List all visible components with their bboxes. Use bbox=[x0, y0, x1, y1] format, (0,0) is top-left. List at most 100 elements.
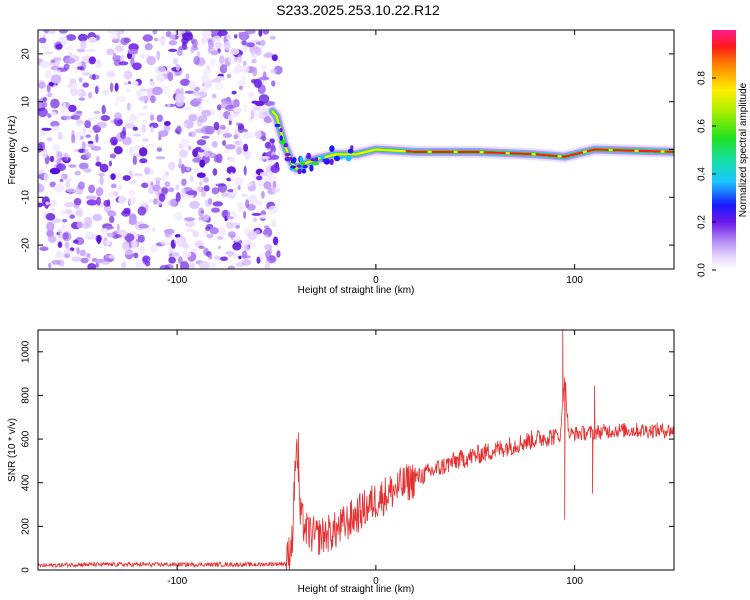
noise-blob bbox=[194, 240, 204, 248]
noise-blob bbox=[175, 192, 181, 202]
noise-blob bbox=[236, 122, 241, 126]
noise-blob bbox=[150, 114, 155, 121]
noise-blob bbox=[197, 149, 205, 153]
noise-blob bbox=[198, 261, 210, 269]
noise-blob bbox=[240, 65, 250, 74]
noise-blob bbox=[269, 138, 276, 143]
noise-blob bbox=[106, 232, 114, 237]
noise-blob bbox=[215, 183, 226, 187]
noise-blob bbox=[114, 112, 122, 121]
noise-blob bbox=[108, 190, 115, 198]
noise-blob bbox=[49, 155, 55, 163]
signal-blob bbox=[309, 164, 314, 172]
noise-blob bbox=[201, 135, 210, 139]
noise-blob bbox=[259, 172, 269, 177]
noise-blob bbox=[109, 136, 119, 145]
noise-blob bbox=[120, 130, 127, 140]
noise-blob bbox=[271, 54, 278, 62]
noise-blob bbox=[243, 244, 250, 252]
noise-blob bbox=[258, 214, 268, 219]
noise-blob bbox=[101, 228, 109, 234]
noise-blob bbox=[170, 32, 176, 42]
noise-blob bbox=[242, 46, 247, 52]
noise-blob bbox=[212, 201, 224, 207]
noise-blob bbox=[188, 131, 197, 138]
y-tick-label: 0 bbox=[21, 567, 32, 573]
noise-blob bbox=[68, 164, 77, 168]
noise-blob bbox=[192, 230, 200, 238]
noise-blob bbox=[138, 147, 148, 157]
noise-blob bbox=[200, 191, 207, 197]
noise-blob bbox=[276, 250, 281, 258]
noise-blob bbox=[230, 222, 241, 226]
noise-blob bbox=[86, 253, 91, 259]
noise-blob bbox=[159, 264, 170, 269]
noise-blob bbox=[118, 61, 129, 66]
noise-blob bbox=[181, 178, 187, 186]
y-tick-label: -20 bbox=[21, 237, 32, 252]
noise-blob bbox=[216, 30, 228, 36]
noise-blob bbox=[211, 93, 217, 99]
noise-blob bbox=[139, 158, 148, 164]
noise-blob bbox=[123, 250, 134, 256]
noise-blob bbox=[272, 236, 279, 246]
noise-blob bbox=[76, 221, 83, 229]
signal-blob bbox=[310, 158, 316, 162]
noise-blob bbox=[81, 223, 92, 229]
noise-blob bbox=[211, 187, 220, 195]
noise-blob bbox=[144, 43, 153, 51]
noise-blob bbox=[256, 175, 263, 181]
noise-blob bbox=[132, 126, 138, 131]
noise-blob bbox=[48, 262, 52, 269]
snr-panel: -100 0 100 0 200 400 600 800 1000 Height of str… bbox=[7, 329, 675, 595]
noise-blob bbox=[221, 209, 231, 219]
noise-blob bbox=[227, 231, 236, 238]
noise-blob bbox=[93, 115, 102, 120]
noise-blob bbox=[199, 159, 206, 168]
noise-blob bbox=[51, 125, 61, 132]
noise-blob bbox=[203, 185, 210, 192]
x-tick-label: -100 bbox=[167, 275, 187, 286]
noise-blob bbox=[114, 44, 124, 52]
noise-blob bbox=[64, 57, 76, 64]
noise-blob bbox=[62, 218, 68, 223]
noise-blob bbox=[80, 135, 84, 140]
noise-blob bbox=[65, 181, 71, 188]
noise-blob bbox=[156, 50, 161, 61]
noise-blob bbox=[270, 68, 278, 74]
noise-blob bbox=[261, 190, 265, 199]
noise-blob bbox=[250, 109, 255, 120]
noise-blob bbox=[75, 209, 82, 217]
noise-blob bbox=[180, 164, 186, 174]
noise-blob bbox=[95, 161, 102, 167]
noise-blob bbox=[123, 70, 133, 80]
noise-blob bbox=[114, 234, 122, 238]
noise-blob bbox=[168, 187, 175, 193]
noise-blob bbox=[137, 234, 145, 243]
noise-blob bbox=[139, 88, 148, 92]
noise-blob bbox=[197, 115, 208, 123]
noise-blob bbox=[152, 184, 161, 192]
noise-blob bbox=[82, 82, 89, 88]
noise-blob bbox=[142, 119, 149, 124]
noise-blob bbox=[43, 172, 49, 182]
noise-blob bbox=[126, 88, 131, 93]
noise-blob bbox=[112, 52, 117, 58]
noise-blob bbox=[160, 38, 165, 47]
noise-blob bbox=[83, 148, 89, 155]
noise-blob bbox=[237, 54, 243, 64]
noise-blob bbox=[46, 221, 55, 232]
noise-blob bbox=[57, 131, 63, 140]
noise-blob bbox=[64, 202, 75, 208]
noise-blob bbox=[208, 40, 215, 50]
spectrogram-signal-trace bbox=[266, 105, 674, 175]
noise-blob bbox=[184, 106, 192, 111]
noise-blob bbox=[105, 225, 115, 230]
y-tick-label: 200 bbox=[21, 518, 32, 535]
noise-blob bbox=[158, 135, 162, 141]
noise-blob bbox=[186, 167, 191, 171]
noise-blob bbox=[109, 33, 118, 40]
noise-blob bbox=[55, 43, 63, 50]
noise-blob bbox=[148, 198, 154, 204]
noise-blob bbox=[195, 169, 199, 175]
